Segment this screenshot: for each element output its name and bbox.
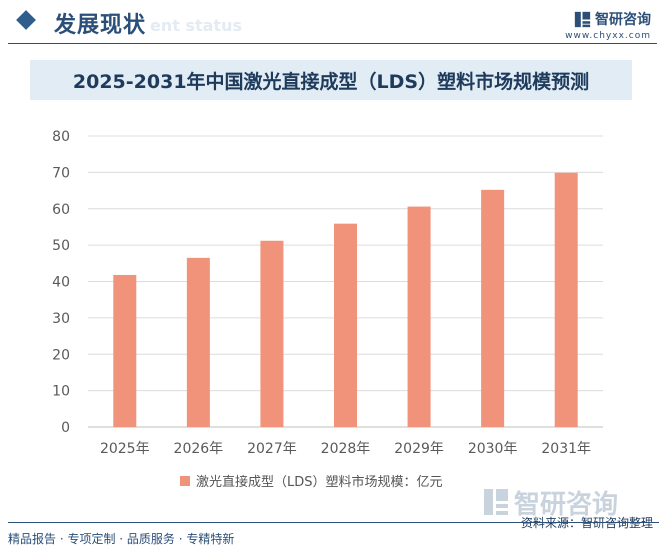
brand-logo-icon — [574, 11, 591, 27]
x-tick-label: 2028年 — [321, 441, 371, 457]
x-tick-label: 2031年 — [541, 441, 591, 457]
y-tick-label: 80 — [52, 129, 70, 145]
legend-swatch — [180, 475, 190, 486]
header-divider — [8, 43, 657, 44]
x-tick-label: 2030年 — [468, 441, 518, 457]
chart-title: 2025-2031年中国激光直接成型（LDS）塑料市场规模预测 — [72, 70, 590, 93]
bar — [554, 172, 578, 427]
x-tick-label: 2025年 — [100, 441, 150, 457]
bar — [113, 274, 137, 427]
legend-label: 激光直接成型（LDS）塑料市场规模：亿元 — [196, 475, 443, 490]
bar — [481, 189, 505, 427]
x-tick-label: 2029年 — [394, 441, 444, 457]
watermark-logo: 智研咨询 — [484, 489, 618, 520]
diamond-icon — [16, 10, 36, 30]
y-tick-label: 30 — [52, 311, 70, 327]
footer-tagline: 精品报告 · 专项定制 · 品质服务 · 专精特新 — [8, 532, 235, 546]
bar — [407, 206, 431, 427]
source-note: 资料来源：智研咨询整理 — [520, 516, 653, 530]
y-tick-label: 40 — [52, 275, 70, 291]
y-tick-label: 50 — [52, 238, 70, 254]
bar — [260, 240, 284, 427]
brand: 智研咨询 www.chyxx.com — [565, 9, 651, 41]
bar — [186, 257, 210, 427]
brand-name: 智研咨询 — [595, 12, 651, 28]
x-tick-label: 2027年 — [247, 441, 297, 457]
section-title: 发展现状 — [54, 13, 147, 38]
y-tick-label: 60 — [52, 202, 70, 218]
legend: 激光直接成型（LDS）塑料市场规模：亿元 — [180, 471, 443, 490]
bar-chart: 0 10 20 30 40 50 60 70 80 2025年 2026年 2027年 2028年 20… — [52, 129, 603, 457]
y-tick-label: 10 — [52, 384, 70, 400]
x-tick-label: 2026年 — [174, 441, 224, 457]
watermark-text: 智研咨询 — [514, 489, 618, 520]
brand-url: www.chyxx.com — [565, 31, 651, 41]
bar — [334, 223, 357, 427]
footer-divider — [8, 522, 659, 523]
header: ent status 发展现状 智研咨询 www.chyxx.com — [0, 0, 667, 46]
y-tick-label: 70 — [52, 165, 70, 181]
section-subtitle: ent status — [150, 16, 242, 35]
y-tick-label: 20 — [52, 347, 70, 363]
chart-title-box: 2025-2031年中国激光直接成型（LDS）塑料市场规模预测 — [30, 60, 632, 100]
y-tick-label: 0 — [61, 420, 70, 436]
